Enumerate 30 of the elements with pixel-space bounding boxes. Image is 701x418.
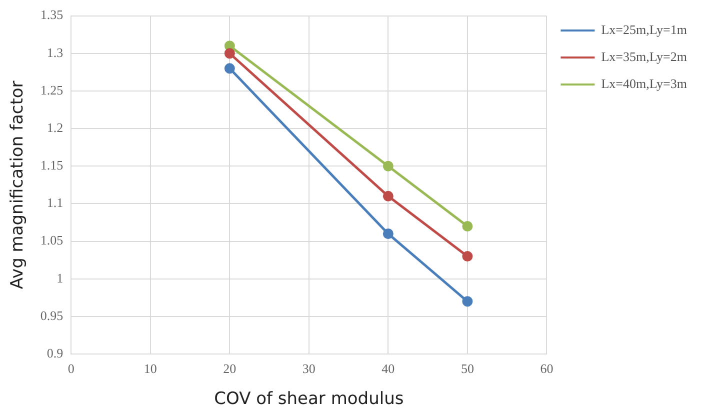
point	[462, 220, 473, 232]
y-axis-title: Avg magnification factor	[8, 80, 28, 290]
x-tick-label: 20	[223, 361, 236, 376]
x-tick-label: 40	[382, 361, 395, 376]
y-tick-label: 1.1	[46, 195, 64, 210]
point	[382, 190, 394, 202]
y-tick-label: 1	[56, 270, 64, 286]
y-tick-label: 1.2	[46, 120, 64, 135]
point	[462, 296, 473, 307]
x-tick-label: 50	[460, 361, 474, 376]
legend-label: Lx=25m,Ly=1m	[601, 22, 688, 37]
x-tick-label: 0	[68, 361, 74, 376]
point	[382, 228, 394, 239]
x-axis-title: COV of shear modulus	[214, 389, 404, 410]
point	[224, 63, 235, 74]
y-tick-label: 1.3	[46, 44, 64, 60]
legend-label: Lx=35m,Ly=2m	[601, 48, 688, 64]
point	[462, 251, 473, 262]
y-tick-label: 0.9	[46, 345, 64, 360]
y-tick-label: 1.25	[40, 82, 64, 98]
y-tick-label: 1.05	[40, 232, 64, 248]
y-tick-label: 0.95	[40, 308, 64, 323]
point	[382, 160, 394, 172]
x-tick-label: 10	[144, 361, 157, 376]
x-tick-label: 60	[540, 361, 554, 376]
y-tick-label: 1.35	[40, 7, 64, 22]
legend-label: Lx=40m,Ly=3m	[601, 76, 688, 91]
point	[224, 48, 235, 59]
y-tick-label: 1.15	[40, 158, 64, 173]
x-tick-label: 30	[302, 361, 316, 376]
